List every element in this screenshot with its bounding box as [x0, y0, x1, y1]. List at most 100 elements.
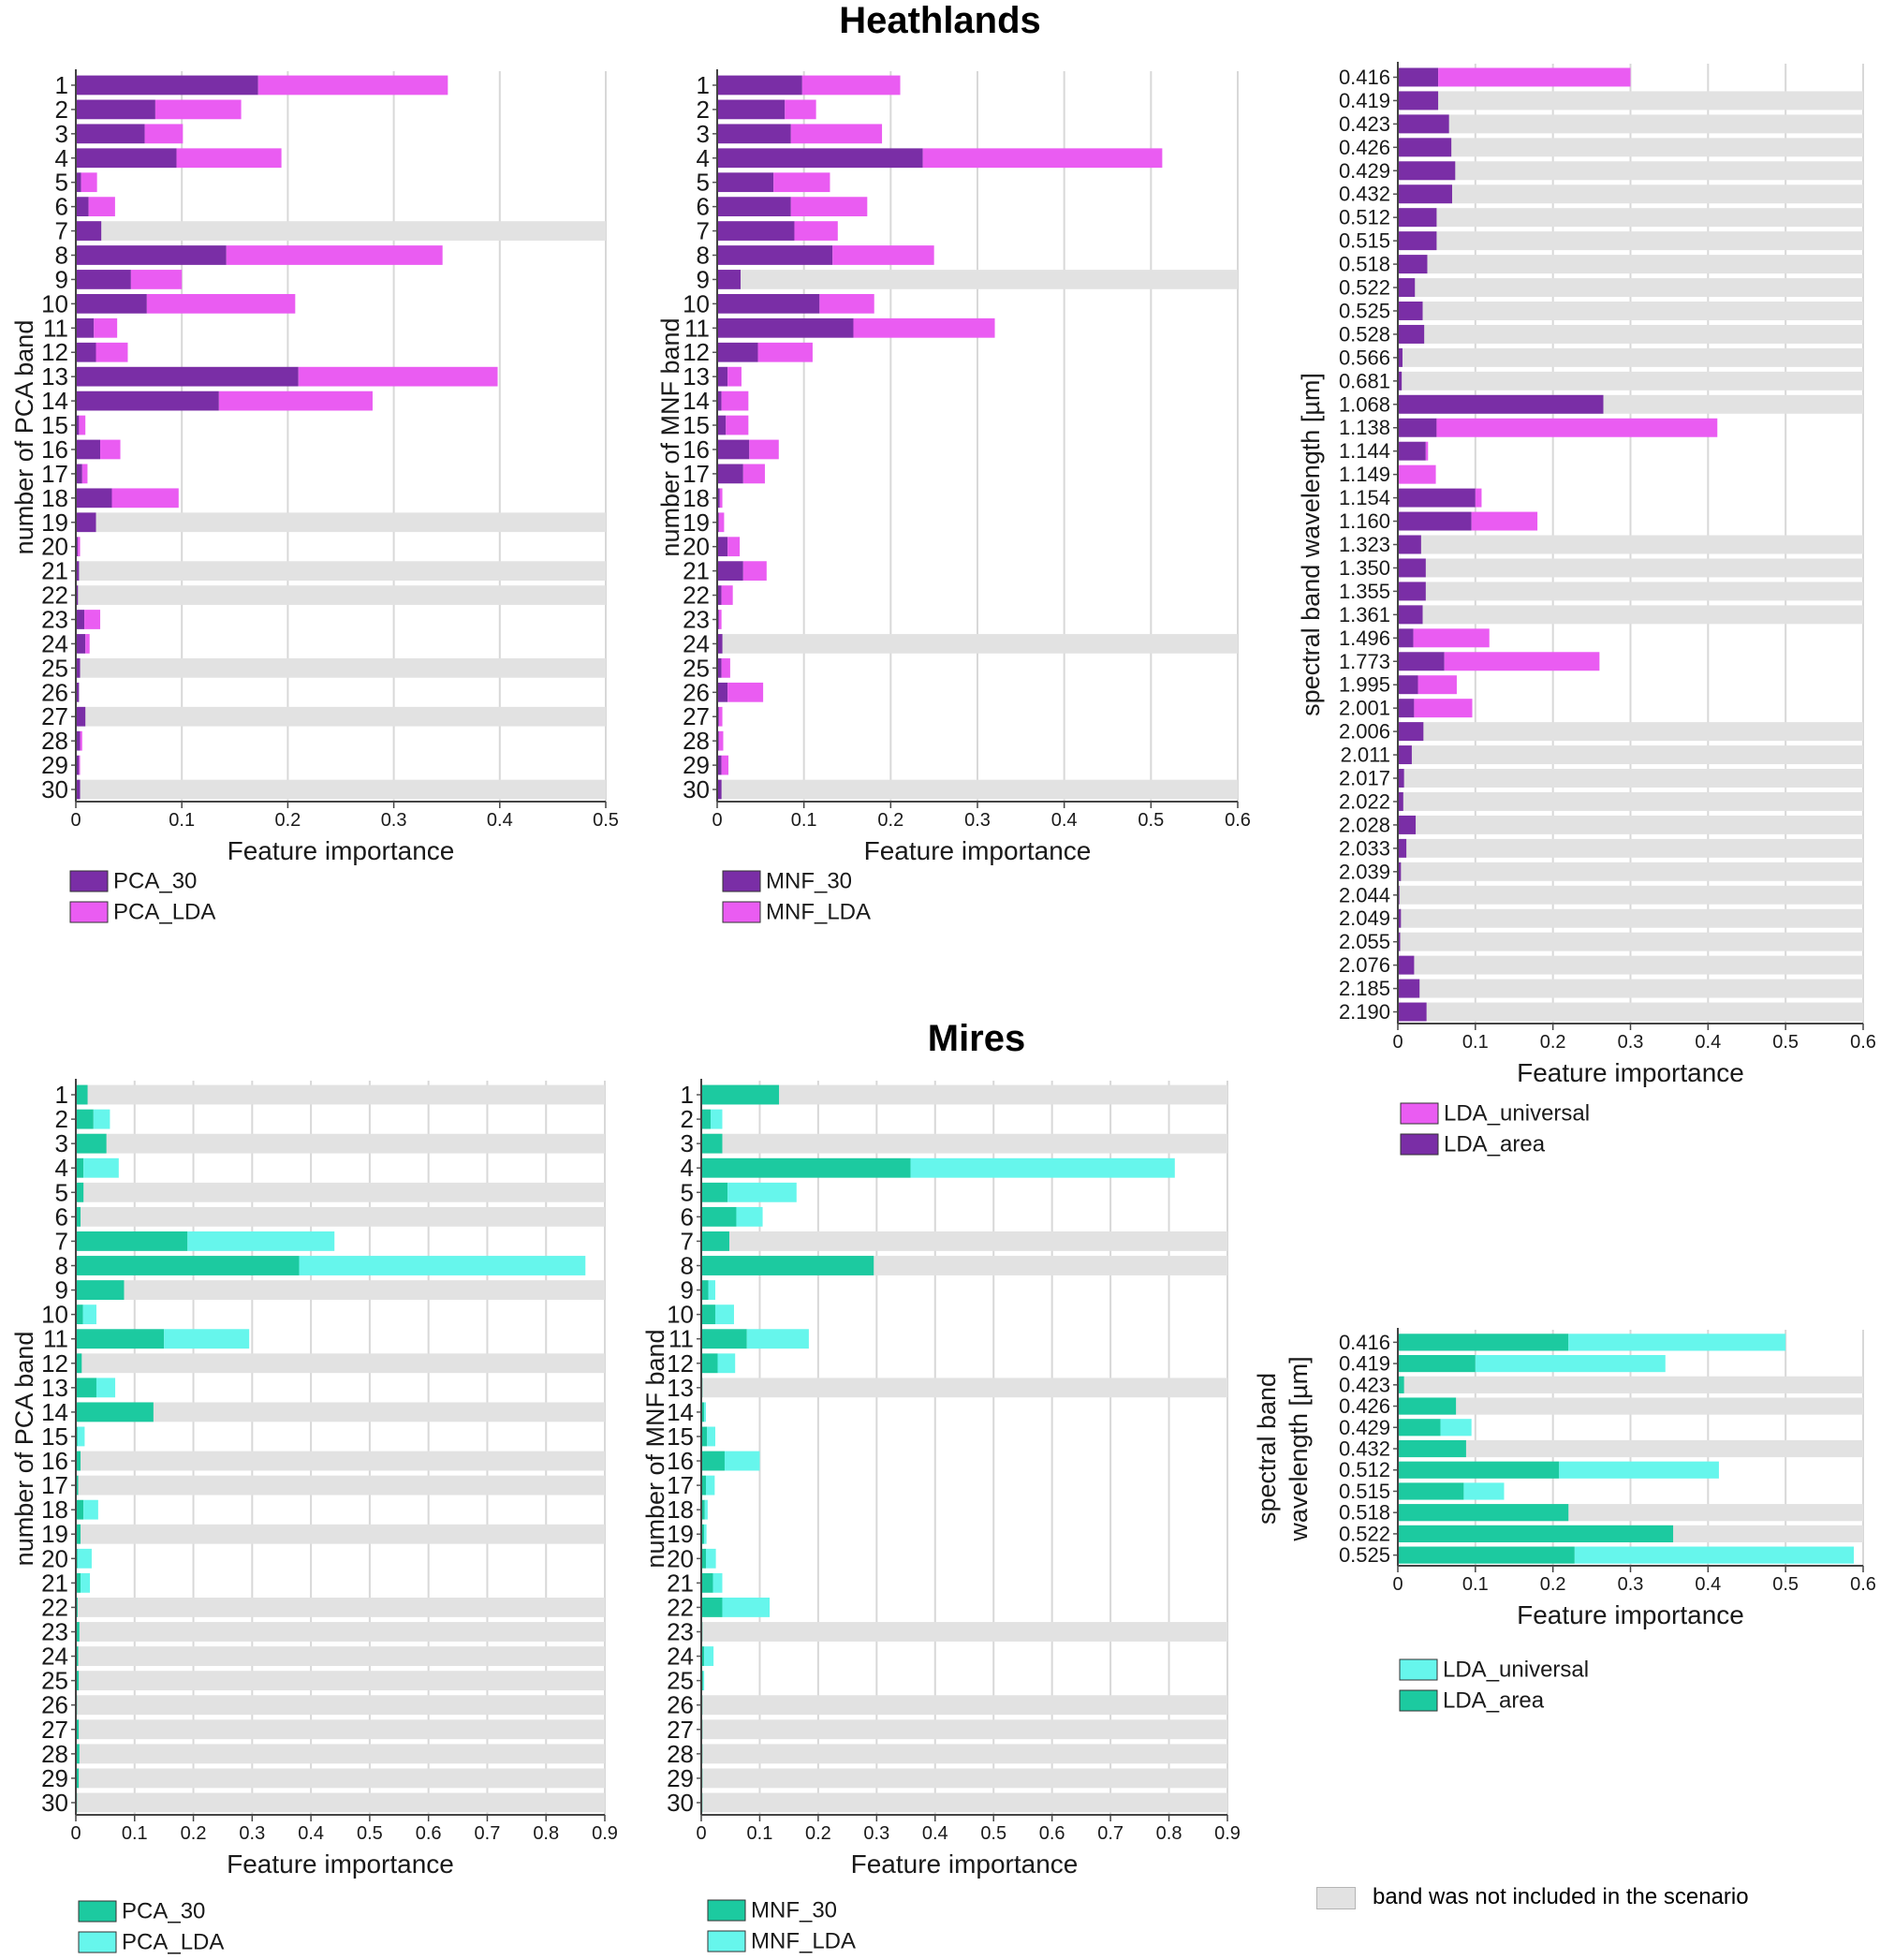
heath-pca-bar-PCA_LDA [130, 270, 183, 289]
heath-wavelength-not-included-bar [1398, 862, 1863, 881]
mire-mnf-bar-MNF_LDA [727, 1182, 797, 1202]
heath-pca-ytick-label: 1 [55, 71, 68, 99]
heath-mnf-bar-MNF_30 [717, 464, 743, 484]
heath-wavelength-bar-LDA_area [1398, 652, 1445, 671]
heath-pca-ytick-label: 15 [41, 411, 68, 439]
mire-mnf-bar-MNF_LDA [705, 1475, 715, 1496]
heath-mnf-ytick-label: 24 [683, 629, 710, 657]
heath-wavelength-bar-LDA_area [1398, 558, 1426, 578]
mire-pca-legend-swatch [78, 1931, 117, 1953]
mire-mnf-bar-MNF_30 [701, 1157, 911, 1178]
mire-mnf-not-included-bar [701, 1744, 1227, 1764]
heath-pca-bar-PCA_30 [76, 197, 89, 217]
mire-mnf-xtick-label: 0.7 [1097, 1823, 1124, 1844]
heath-pca-bar-PCA_30 [76, 706, 86, 727]
mire-wavelength-bar-LDA_universal [1568, 1334, 1786, 1351]
heath-pca-bar-PCA_30 [76, 245, 227, 265]
mire-pca-ytick-label: 27 [41, 1716, 68, 1744]
mire-pca-not-included-bar [76, 1768, 605, 1789]
heath-wavelength-bar-LDA_area [1398, 184, 1452, 204]
mire-mnf-ytick-label: 7 [681, 1227, 694, 1255]
heath-wavelength-legend-label: LDA_universal [1444, 1101, 1590, 1127]
mire-mnf-ytick-label: 16 [667, 1447, 694, 1475]
heath-pca-ytick-label: 6 [55, 193, 68, 221]
mire-wavelength-bar-LDA_area [1398, 1355, 1476, 1373]
heath-pca-bar-PCA_30 [76, 682, 80, 702]
mire-mnf-bar-MNF_LDA [704, 1646, 714, 1666]
heath-pca-ytick-label: 23 [41, 606, 68, 634]
mire-mnf-bar-MNF_30 [701, 1280, 709, 1300]
heath-pca-xtick-label: 0.5 [593, 810, 619, 831]
heath-pca-bar-PCA_30 [76, 657, 81, 678]
heath-pca-ytick-label: 9 [55, 265, 68, 293]
heath-pca-bar-PCA_30 [76, 270, 131, 289]
heath-mnf-ytick-label: 21 [683, 557, 710, 585]
not-included-note: band was not included in the scenario [1316, 1879, 1878, 1916]
heath-wavelength-ytick-label: 0.522 [1339, 276, 1390, 300]
heath-pca-not-included-bar [76, 585, 606, 605]
mire-pca-xtick-label: 0.1 [122, 1823, 148, 1844]
mire-mnf-ytick-label: 28 [667, 1740, 694, 1768]
heath-wavelength-not-included-bar [1398, 979, 1863, 998]
mire-pca-bar-PCA_LDA [187, 1231, 335, 1251]
heath-wavelength-not-included-bar [1398, 138, 1863, 157]
heath-mnf-bar-MNF_30 [717, 270, 742, 289]
heath-wavelength-bar-LDA_area [1398, 161, 1456, 181]
mire-wavelength-bar-LDA_area [1398, 1546, 1575, 1564]
heath-mnf-bar-MNF_30 [717, 634, 723, 654]
heath-wavelength-ytick-label: 1.144 [1339, 439, 1390, 463]
heath-mnf-bar-MNF_30 [717, 197, 791, 217]
heath-wavelength-bar-LDA_area [1398, 347, 1403, 367]
heath-wavelength-legend-swatch [1400, 1133, 1439, 1156]
heath-pca-bar-PCA_30 [76, 512, 96, 533]
heath-pca-bar-PCA_LDA [146, 293, 296, 314]
mire-pca-legend-swatch [78, 1900, 117, 1923]
heath-mnf-bar-MNF_30 [717, 75, 802, 96]
heath-pca-ytick-label: 16 [41, 435, 68, 464]
heath-wavelength-ytick-label: 0.528 [1339, 322, 1390, 346]
mire-wavelength-xtick-label: 0.4 [1695, 1574, 1721, 1595]
mire-wavelength-bar-LDA_area [1398, 1461, 1560, 1479]
heath-pca-ytick-label: 12 [41, 338, 68, 366]
mire-wavelength-bar-LDA_area [1398, 1482, 1464, 1500]
not-included-label: band was not included in the scenario [1373, 1884, 1749, 1909]
heath-pca-bar-PCA_30 [76, 317, 95, 338]
heath-wavelength-bar-LDA_area [1398, 745, 1412, 765]
heath-wavelength-bar-LDA_area [1398, 675, 1418, 695]
mire-mnf-bar-MNF_30 [701, 1598, 723, 1617]
mire-wavelength-bar-LDA_area [1398, 1525, 1674, 1542]
heath-wavelength-bar-LDA_area [1398, 114, 1449, 134]
heath-wavelength-not-included-bar [1398, 791, 1863, 811]
heath-pca-bar-PCA_LDA [100, 439, 121, 460]
heath-mnf-bar-MNF_LDA [726, 415, 749, 435]
heath-wavelength-ytick-label: 2.185 [1339, 977, 1390, 1000]
heath-wavelength-bar-LDA_area [1398, 791, 1403, 811]
heath-wavelength-not-included-bar [1398, 231, 1863, 251]
heath-pca-bar-PCA_30 [76, 148, 177, 169]
mire-pca-bar-PCA_30 [76, 1133, 107, 1154]
heath-wavelength-not-included-bar [1398, 932, 1863, 951]
heath-wavelength-bar-LDA_area [1398, 628, 1414, 648]
mire-pca-bar-PCA_LDA [82, 1304, 96, 1325]
heath-wavelength-xtick-label: 0.3 [1618, 1032, 1644, 1053]
mire-pca-ytick-label: 29 [41, 1764, 68, 1792]
heath-mnf-bar-MNF_30 [717, 391, 722, 411]
heath-wavelength-ytick-label: 1.323 [1339, 533, 1390, 556]
mire-wavelength-ytick-label: 0.416 [1339, 1331, 1390, 1354]
heath-mnf-bar-MNF_30 [717, 755, 722, 775]
heath-pca-ytick-label: 26 [41, 678, 68, 706]
mire-mnf-bar-MNF_LDA [910, 1157, 1175, 1178]
mire-pca-not-included-bar [76, 1792, 605, 1813]
mire-pca-not-included-bar [76, 1622, 605, 1642]
heath-wavelength-ytick-label: 2.044 [1339, 883, 1390, 906]
heath-mnf-ytick-label: 14 [683, 387, 710, 415]
mire-mnf-not-included-bar [701, 1231, 1227, 1251]
heath-pca-not-included-bar [76, 779, 606, 800]
heath-wavelength-not-included-bar [1398, 114, 1863, 134]
heath-mnf-bar-MNF_LDA [801, 75, 901, 96]
heath-pca-bar-PCA_LDA [111, 488, 179, 508]
mire-wavelength-bar-LDA_area [1398, 1504, 1569, 1522]
heath-mnf-bar-MNF_LDA [794, 221, 838, 241]
mire-mnf-ylabel: number of MNF band [641, 1329, 669, 1568]
mire-pca-bar-PCA_30 [76, 1280, 125, 1300]
